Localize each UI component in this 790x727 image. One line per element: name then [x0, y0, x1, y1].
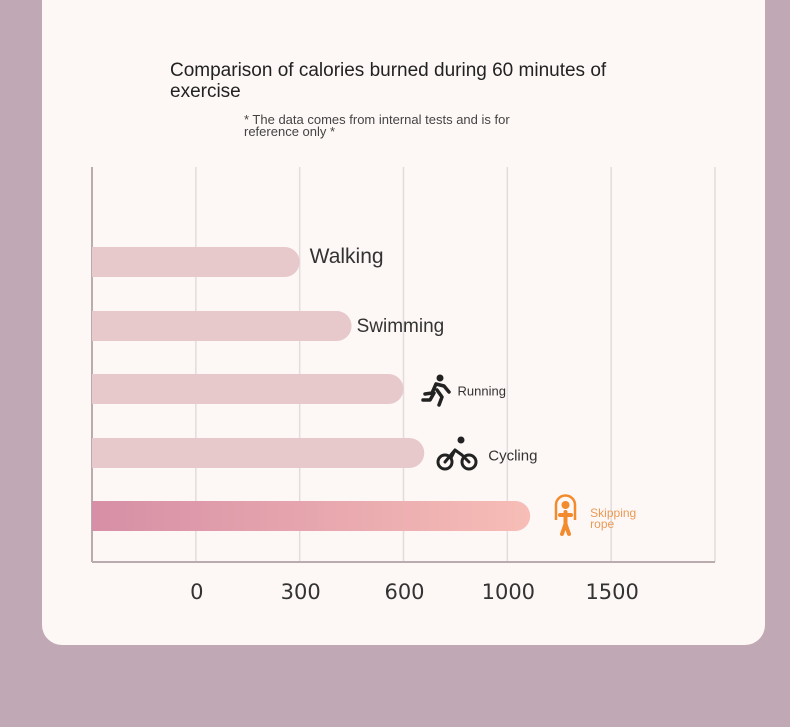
category-label: Walking — [309, 245, 384, 268]
running-icon — [421, 374, 451, 407]
category-label: Swimming — [356, 316, 445, 337]
icons — [421, 374, 577, 536]
bar — [92, 311, 352, 341]
category-label: Cycling — [488, 447, 538, 465]
category-label: Running — [457, 383, 506, 399]
bar — [92, 247, 300, 277]
x-tick-label: 0 — [190, 580, 203, 604]
x-tick-label: 600 — [384, 580, 424, 604]
x-tick-label: 1500 — [585, 580, 638, 604]
x-tick-label: 300 — [281, 580, 321, 604]
bar — [92, 501, 531, 531]
x-tick-label: 1000 — [482, 580, 535, 604]
chart-title: Comparison of calories burned during 60 … — [170, 60, 607, 102]
bar — [92, 374, 404, 404]
skipping-icon — [554, 494, 577, 536]
chart-subtitle: * The data comes from internal tests and… — [244, 112, 510, 139]
bar — [92, 438, 425, 468]
cycling-icon — [436, 436, 478, 471]
category-label: Skipping rope — [590, 506, 637, 531]
